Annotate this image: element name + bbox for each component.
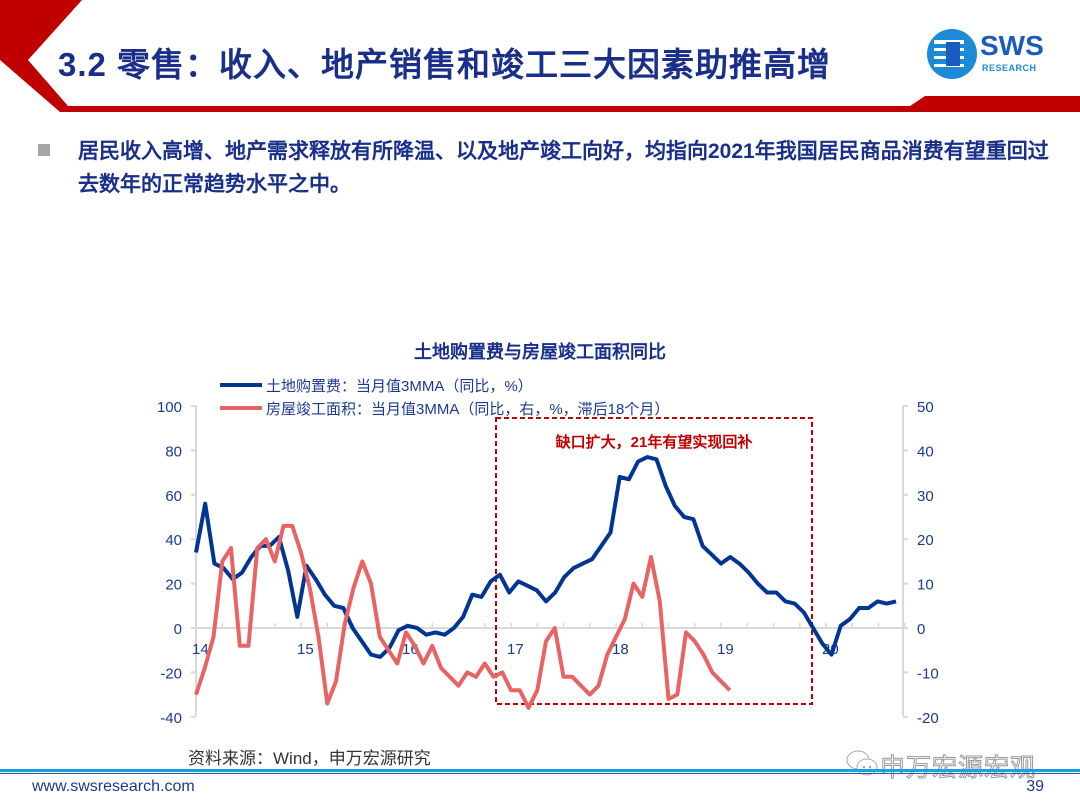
legend-label-land: 土地购置费：当月值3MMA（同比，%） xyxy=(266,378,533,395)
series-line-housing-completion xyxy=(194,523,732,710)
footer-divider-dark xyxy=(0,773,1080,774)
x-tick-label: 19 xyxy=(717,641,734,658)
source-note: 资料来源：Wind，申万宏源研究 xyxy=(188,749,431,768)
header-banner xyxy=(0,0,1080,112)
series-line-land-purchase xyxy=(194,455,897,659)
left-tick-label: 80 xyxy=(165,443,182,460)
right-tick-label: 50 xyxy=(917,399,934,416)
watermark-text: 申万宏源宏观 xyxy=(879,754,1037,783)
right-tick-label: -10 xyxy=(917,665,939,682)
left-tick-label: 20 xyxy=(165,577,182,594)
chart-title: 土地购置费与房屋竣工面积同比 xyxy=(414,341,666,362)
x-tick-label: 18 xyxy=(612,641,629,658)
legend-label-completion: 房屋竣工面积：当月值3MMA（同比，右，%，滞后18个月） xyxy=(266,401,669,418)
logo-text: SWS xyxy=(980,30,1044,61)
right-tick-label: 20 xyxy=(917,532,934,549)
annotation-box xyxy=(495,417,813,705)
sws-logo-icon xyxy=(927,29,977,79)
x-tick-label: 17 xyxy=(507,641,524,658)
header-red-frame xyxy=(0,0,1080,112)
right-tick-label: 30 xyxy=(917,488,934,505)
x-tick-label: 15 xyxy=(297,641,314,658)
logo-subtext: RESEARCH xyxy=(982,63,1037,73)
right-tick-label: 10 xyxy=(917,577,934,594)
page-number: 39 xyxy=(1026,778,1044,795)
page-title: 3.2 零售：收入、地产销售和竣工三大因素助推高增 xyxy=(58,46,832,83)
footer-url-link[interactable]: www.swsresearch.com xyxy=(32,778,195,795)
left-tick-label: 40 xyxy=(165,532,182,549)
x-tick-label: 14 xyxy=(192,641,209,658)
footer-divider xyxy=(0,769,1080,772)
bullet-icon xyxy=(38,144,50,156)
bullet-text: 居民收入高增、地产需求释放有所降温、以及地产竣工向好，均指向2021年我国居民商… xyxy=(78,140,1049,196)
annotation-text: 缺口扩大，21年有望实现回补 xyxy=(555,433,753,451)
left-tick-label: 100 xyxy=(157,399,182,416)
right-tick-label: -20 xyxy=(917,710,939,727)
left-tick-label: -40 xyxy=(160,710,182,727)
left-tick-label: -20 xyxy=(160,665,182,682)
left-tick-label: 60 xyxy=(165,488,182,505)
left-tick-label: 0 xyxy=(174,621,182,638)
right-tick-label: 40 xyxy=(917,443,934,460)
right-tick-label: 0 xyxy=(917,621,925,638)
